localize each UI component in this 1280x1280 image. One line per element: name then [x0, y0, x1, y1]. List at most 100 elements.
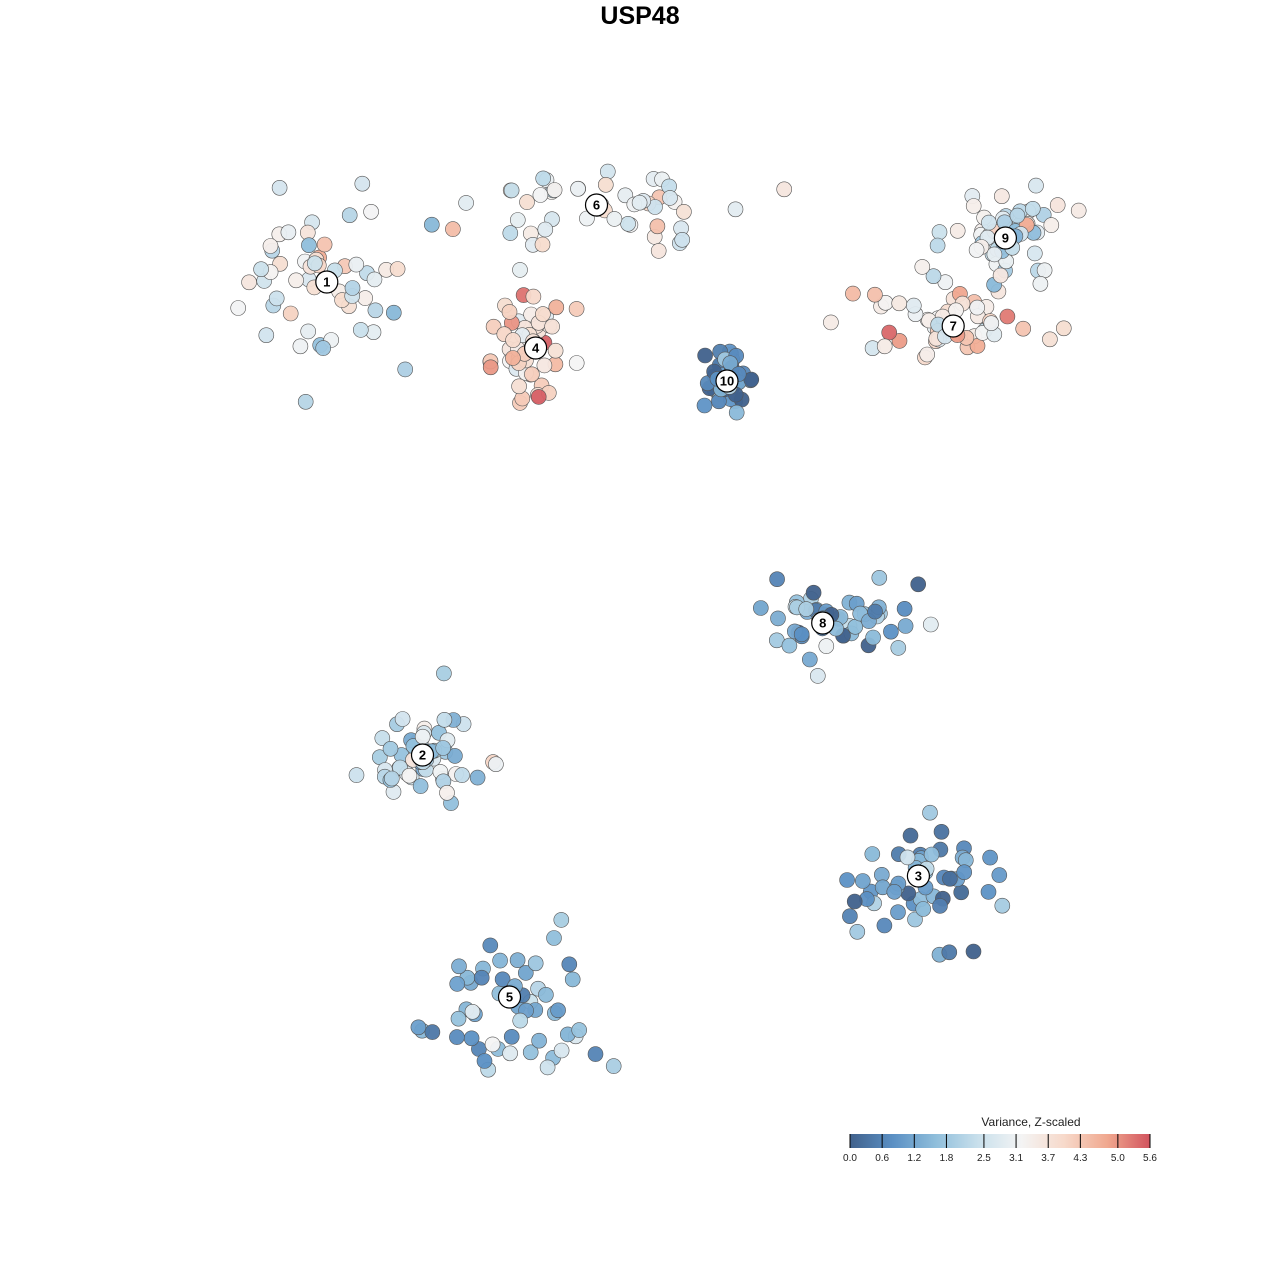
- cell-point: [519, 194, 535, 210]
- cell-point: [527, 955, 544, 972]
- cluster-label-9: 9: [993, 226, 1018, 250]
- cell-point: [301, 237, 317, 253]
- svg-text:3: 3: [915, 869, 922, 884]
- legend-tick-label: 2.5: [977, 1153, 991, 1164]
- legend-tick-label: 0.0: [843, 1153, 857, 1164]
- cell-point: [509, 952, 526, 969]
- cell-point: [891, 333, 908, 349]
- cluster-label-4: 4: [523, 336, 548, 360]
- cell-point: [919, 346, 936, 363]
- cell-point: [620, 216, 636, 232]
- cell-point: [524, 366, 540, 383]
- cell-point: [883, 623, 899, 640]
- cell-point: [561, 956, 578, 973]
- cell-point: [597, 177, 614, 193]
- cell-point: [522, 1044, 539, 1061]
- cell-point: [842, 908, 858, 925]
- cell-point: [631, 194, 648, 211]
- cell-point: [494, 971, 511, 988]
- legend-tick-label: 0.6: [875, 1153, 889, 1164]
- cell-point: [297, 393, 314, 410]
- cell-point: [464, 1003, 481, 1020]
- cell-point: [451, 958, 467, 975]
- cell-point: [230, 300, 246, 316]
- cell-point: [439, 784, 455, 801]
- cell-point: [1032, 275, 1049, 292]
- legend-title: Variance, Z-scaled: [981, 1115, 1080, 1129]
- cell-point: [752, 600, 769, 616]
- cell-point: [502, 225, 519, 241]
- cell-point: [354, 175, 371, 192]
- cell-point: [965, 943, 982, 960]
- cell-point: [436, 665, 452, 682]
- cell-point: [385, 304, 402, 321]
- cell-point: [423, 216, 440, 233]
- cell-point: [564, 971, 581, 988]
- cell-point: [986, 246, 1003, 263]
- cell-point: [854, 873, 871, 889]
- cell-point: [929, 237, 946, 254]
- cluster-label-3: 3: [906, 864, 931, 888]
- cell-point: [535, 170, 552, 187]
- cell-point: [435, 740, 452, 756]
- cell-point: [915, 901, 932, 917]
- cell-point: [476, 1053, 493, 1069]
- cell-point: [1027, 245, 1043, 262]
- cell-point: [517, 965, 534, 981]
- cell-point: [241, 274, 257, 291]
- cell-point: [306, 255, 323, 272]
- cell-point: [548, 299, 565, 316]
- cell-point: [1009, 207, 1026, 224]
- cell-point: [280, 224, 297, 241]
- cell-point: [535, 306, 551, 322]
- cell-point: [793, 626, 810, 643]
- cell-point: [288, 272, 304, 289]
- svg-text:1: 1: [323, 275, 330, 290]
- cell-point: [1070, 202, 1087, 219]
- cell-point: [268, 290, 285, 307]
- cell-point: [503, 182, 520, 199]
- cluster-label-5: 5: [497, 985, 522, 1009]
- cell-point: [547, 342, 564, 359]
- cell-point: [463, 1030, 480, 1047]
- cell-point: [374, 730, 391, 746]
- cell-point: [536, 357, 553, 374]
- cell-point: [891, 295, 908, 312]
- cell-point: [505, 332, 521, 348]
- cell-point: [512, 262, 528, 278]
- cell-point: [897, 618, 914, 634]
- cell-point: [905, 297, 922, 314]
- cell-point: [801, 651, 818, 668]
- cell-point: [539, 1059, 556, 1076]
- cell-point: [282, 305, 299, 322]
- cell-point: [449, 1029, 465, 1045]
- cell-point: [922, 804, 938, 821]
- cell-point: [488, 756, 504, 773]
- cell-point: [867, 603, 883, 620]
- cell-point: [531, 1032, 547, 1049]
- cell-point: [876, 917, 893, 934]
- cell-point: [316, 236, 333, 253]
- cell-point: [798, 601, 815, 617]
- cell-point: [397, 361, 414, 378]
- cell-point: [994, 897, 1011, 914]
- cell-point: [922, 616, 939, 633]
- cell-point: [530, 389, 547, 405]
- cell-point: [538, 986, 554, 1003]
- cell-point: [348, 256, 365, 273]
- cell-point: [981, 214, 997, 231]
- cell-point: [511, 378, 527, 395]
- cell-point: [1036, 262, 1053, 279]
- cell-point: [649, 218, 666, 235]
- cell-point: [876, 338, 893, 355]
- cell-point: [902, 827, 919, 844]
- cell-point: [776, 181, 793, 198]
- cell-point: [352, 322, 369, 338]
- cell-point: [1028, 177, 1044, 194]
- cell-point: [867, 286, 883, 303]
- cell-point: [890, 640, 907, 656]
- cell-point: [292, 338, 309, 355]
- cell-point: [839, 872, 855, 888]
- cell-point: [473, 969, 490, 986]
- cell-point: [450, 1010, 467, 1027]
